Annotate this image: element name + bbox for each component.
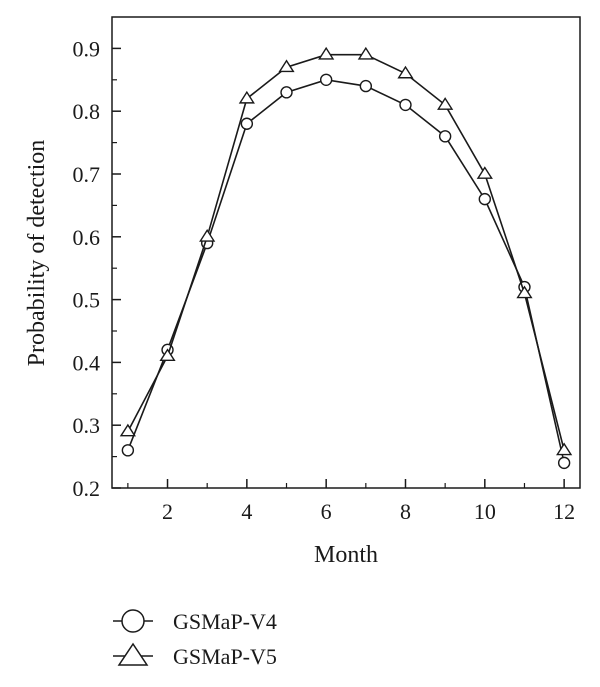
data-point [359,79,373,93]
series-gsmap-v4 [121,73,571,470]
x-tick-label: 2 [162,499,173,524]
data-point [280,86,293,99]
data-point [437,97,454,110]
data-point [478,192,492,206]
legend: GSMaP-V4 GSMaP-V5 [113,609,277,669]
data-point [516,285,533,299]
legend-circle-marker [121,609,145,633]
x-tick-label: 12 [553,499,575,524]
data-point [476,166,493,179]
data-point [238,90,255,104]
legend-triangle-marker [117,642,149,666]
x-tick-label: 10 [474,499,496,524]
data-point [556,442,573,456]
y-tick-label: 0.6 [73,225,101,250]
data-point [319,73,333,87]
y-axis: 0.2 0.3 0.4 0.5 0.6 0.7 0.8 0.9 [73,36,121,501]
y-axis-title: Probability of detection [24,140,50,367]
y-tick-label: 0.3 [73,413,101,438]
series-line [127,53,565,451]
data-point [557,456,571,470]
data-point [278,59,295,73]
data-point [159,348,176,362]
x-tick-label: 4 [241,499,252,524]
data-point [399,98,412,112]
y-tick-label: 0.4 [73,350,101,375]
data-point [119,423,136,437]
data-point [318,46,335,60]
data-point [357,46,374,60]
series-layer [119,46,573,470]
legend-item: GSMaP-V4 [113,609,277,634]
legend-item: GSMaP-V5 [113,642,277,669]
data-point [438,130,452,143]
y-tick-label: 0.2 [73,476,101,501]
x-tick-label: 8 [400,499,411,524]
data-point [397,65,414,79]
series-gsmap-v5 [119,46,573,456]
legend-label: GSMaP-V4 [173,609,277,634]
legend-label: GSMaP-V5 [173,644,277,669]
y-tick-label: 0.8 [73,99,101,124]
y-tick-label: 0.7 [73,162,101,187]
x-axis: 2 4 6 8 10 12 [127,479,575,524]
series-line [127,78,565,464]
y-tick-label: 0.5 [73,288,101,313]
data-point [240,117,254,130]
x-tick-label: 6 [321,499,332,524]
y-tick-label: 0.9 [73,36,101,61]
x-axis-title: Month [314,542,378,568]
data-point [199,228,216,242]
plot-frame [111,16,581,489]
data-point [121,444,135,457]
